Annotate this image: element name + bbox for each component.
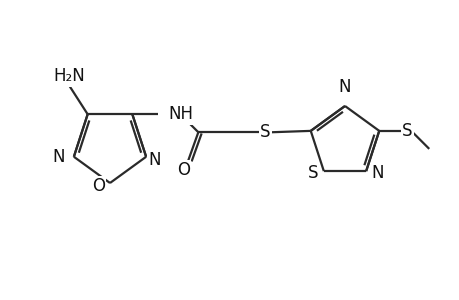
Text: O: O bbox=[92, 177, 105, 195]
Text: O: O bbox=[176, 161, 190, 179]
Text: N: N bbox=[52, 148, 65, 166]
Text: S: S bbox=[259, 123, 270, 141]
Text: N: N bbox=[370, 164, 383, 182]
Text: N: N bbox=[148, 151, 160, 169]
Text: N: N bbox=[338, 78, 351, 96]
Text: S: S bbox=[401, 122, 412, 140]
Text: S: S bbox=[308, 164, 318, 182]
Text: NH: NH bbox=[168, 105, 193, 123]
Text: H₂N: H₂N bbox=[54, 67, 85, 85]
